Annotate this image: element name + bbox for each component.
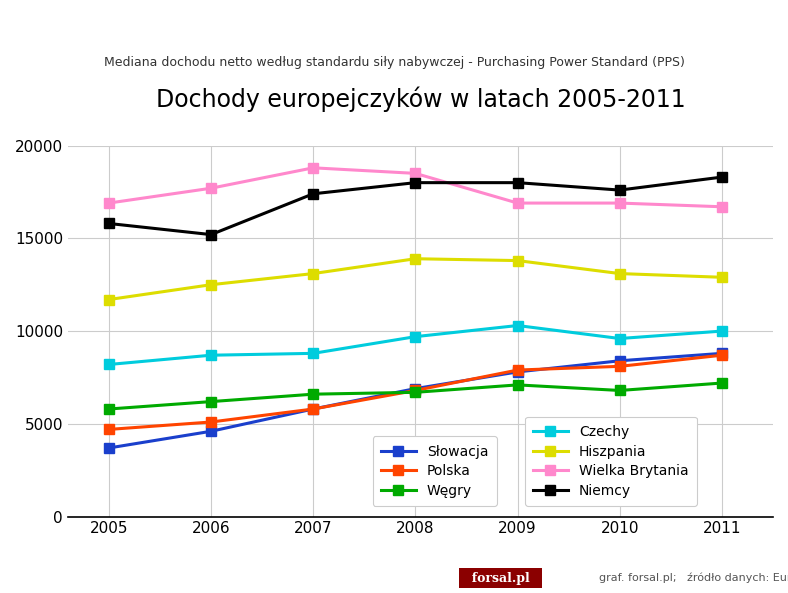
Wielka Brytania (513, 199, 522, 206)
Węgry (104, 406, 113, 413)
Polska (513, 366, 522, 374)
Słowacja (513, 368, 522, 375)
Line: Niemcy: Niemcy (104, 172, 727, 240)
Czechy (308, 350, 318, 357)
Węgry (308, 391, 318, 398)
Czechy (513, 322, 522, 329)
Słowacja (411, 385, 420, 392)
Wielka Brytania (411, 170, 420, 177)
Line: Wielka Brytania: Wielka Brytania (104, 163, 727, 212)
Niemcy (411, 179, 420, 186)
Hiszpania (104, 296, 113, 303)
Legend: Czechy, Hiszpania, Wielka Brytania, Niemcy: Czechy, Hiszpania, Wielka Brytania, Niem… (525, 417, 697, 506)
Wielka Brytania (104, 199, 113, 206)
Węgry (411, 389, 420, 396)
Czechy (104, 361, 113, 368)
Słowacja (717, 350, 727, 357)
Słowacja (104, 444, 113, 451)
Czechy (615, 335, 624, 342)
Wielka Brytania (615, 199, 624, 206)
Polska (206, 419, 216, 426)
Polska (308, 406, 318, 413)
Hiszpania (513, 257, 522, 264)
Niemcy (308, 190, 318, 197)
Czechy (206, 352, 216, 359)
Polska (104, 426, 113, 433)
Węgry (615, 387, 624, 394)
Czechy (717, 327, 727, 334)
Słowacja (615, 357, 624, 364)
Słowacja (308, 406, 318, 413)
Polska (717, 352, 727, 359)
Polska (615, 363, 624, 370)
Węgry (717, 380, 727, 387)
Słowacja (206, 428, 216, 435)
Niemcy (615, 187, 624, 194)
Niemcy (513, 179, 522, 186)
Czechy (411, 333, 420, 340)
Węgry (513, 381, 522, 388)
Title: Dochody europejczyków w latach 2005-2011: Dochody europejczyków w latach 2005-2011 (156, 86, 686, 111)
Wielka Brytania (717, 203, 727, 211)
Wielka Brytania (308, 164, 318, 171)
Line: Węgry: Węgry (104, 378, 727, 414)
Niemcy (104, 220, 113, 227)
Text: forsal.pl: forsal.pl (463, 572, 538, 585)
Niemcy (206, 231, 216, 238)
Hiszpania (206, 281, 216, 288)
Line: Słowacja: Słowacja (104, 349, 727, 453)
Hiszpania (308, 270, 318, 277)
Hiszpania (717, 274, 727, 281)
Line: Czechy: Czechy (104, 321, 727, 369)
Hiszpania (411, 255, 420, 262)
Text: graf. forsal.pl;   źródło danych: Eurostat: graf. forsal.pl; źródło danych: Eurostat (599, 573, 788, 584)
Polska (411, 387, 420, 394)
Line: Hiszpania: Hiszpania (104, 254, 727, 304)
Text: Mediana dochodu netto według standardu siły nabywczej - Purchasing Power Standar: Mediana dochodu netto według standardu s… (103, 56, 685, 69)
Niemcy (717, 174, 727, 181)
Hiszpania (615, 270, 624, 277)
Line: Polska: Polska (104, 350, 727, 434)
Węgry (206, 398, 216, 405)
Wielka Brytania (206, 184, 216, 192)
